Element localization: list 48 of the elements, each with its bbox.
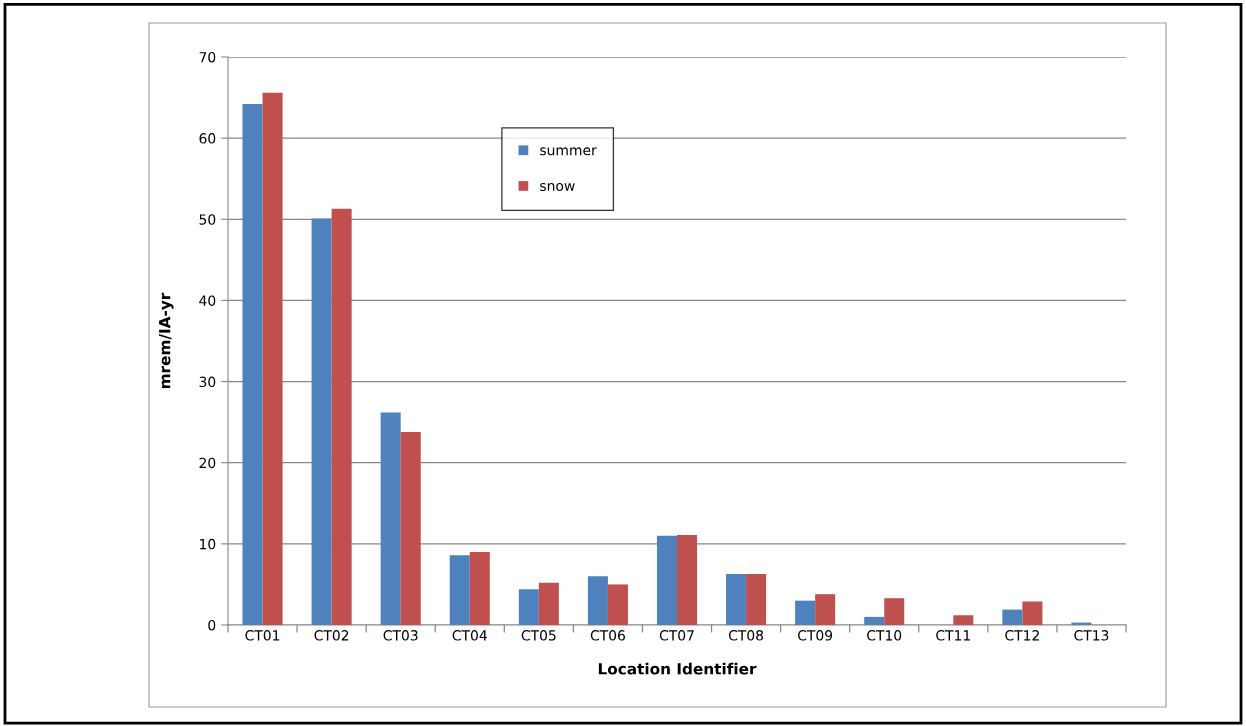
bar xyxy=(587,576,608,625)
bar xyxy=(677,534,698,625)
bar xyxy=(469,551,490,625)
x-tick-label: CT01 xyxy=(245,630,280,641)
bar xyxy=(795,600,816,625)
bar xyxy=(518,589,539,625)
bar xyxy=(311,218,332,625)
y-tick-label: 60 xyxy=(199,133,216,144)
bar xyxy=(1002,609,1023,625)
bar xyxy=(1022,601,1043,625)
x-tick-label: CT03 xyxy=(383,630,418,641)
x-tick-label: CT07 xyxy=(659,630,694,641)
y-tick-label: 30 xyxy=(199,376,216,388)
bar xyxy=(746,573,767,625)
y-tick-label: 0 xyxy=(208,619,216,631)
x-tick-label: CT06 xyxy=(590,630,625,641)
bar xyxy=(726,573,747,625)
bar xyxy=(815,594,836,625)
y-tick-label: 10 xyxy=(200,538,216,550)
y-axis-title: mrem/IA-yr xyxy=(159,292,174,389)
bar xyxy=(262,92,283,625)
y-tick-label: 50 xyxy=(199,214,216,225)
x-tick-label: CT08 xyxy=(728,630,764,641)
bar xyxy=(331,208,352,625)
x-tick-label: CT10 xyxy=(867,630,902,641)
bar xyxy=(607,584,628,625)
bar xyxy=(449,555,470,625)
y-tick-label: 20 xyxy=(199,457,216,469)
x-tick-label: CT05 xyxy=(521,630,556,641)
bar xyxy=(864,616,885,625)
y-tick-label: 70 xyxy=(199,51,216,63)
x-tick-label: CT09 xyxy=(798,630,833,641)
bar xyxy=(656,535,677,625)
x-tick-label: CT02 xyxy=(314,630,349,641)
x-tick-label: CT12 xyxy=(1005,630,1039,641)
bar xyxy=(242,104,263,625)
bar xyxy=(884,598,905,625)
x-tick-label: CT11 xyxy=(936,630,970,641)
bar xyxy=(953,615,974,625)
x-tick-label: CT13 xyxy=(1074,630,1109,641)
legend-label: summer xyxy=(540,147,597,156)
y-tick-label: 40 xyxy=(199,295,216,306)
bar xyxy=(380,412,401,625)
x-axis-title: Location Identifier xyxy=(598,662,757,675)
legend-label: snow xyxy=(540,183,575,191)
x-tick-label: CT04 xyxy=(452,630,487,641)
bar xyxy=(538,582,559,625)
bar xyxy=(400,431,421,625)
